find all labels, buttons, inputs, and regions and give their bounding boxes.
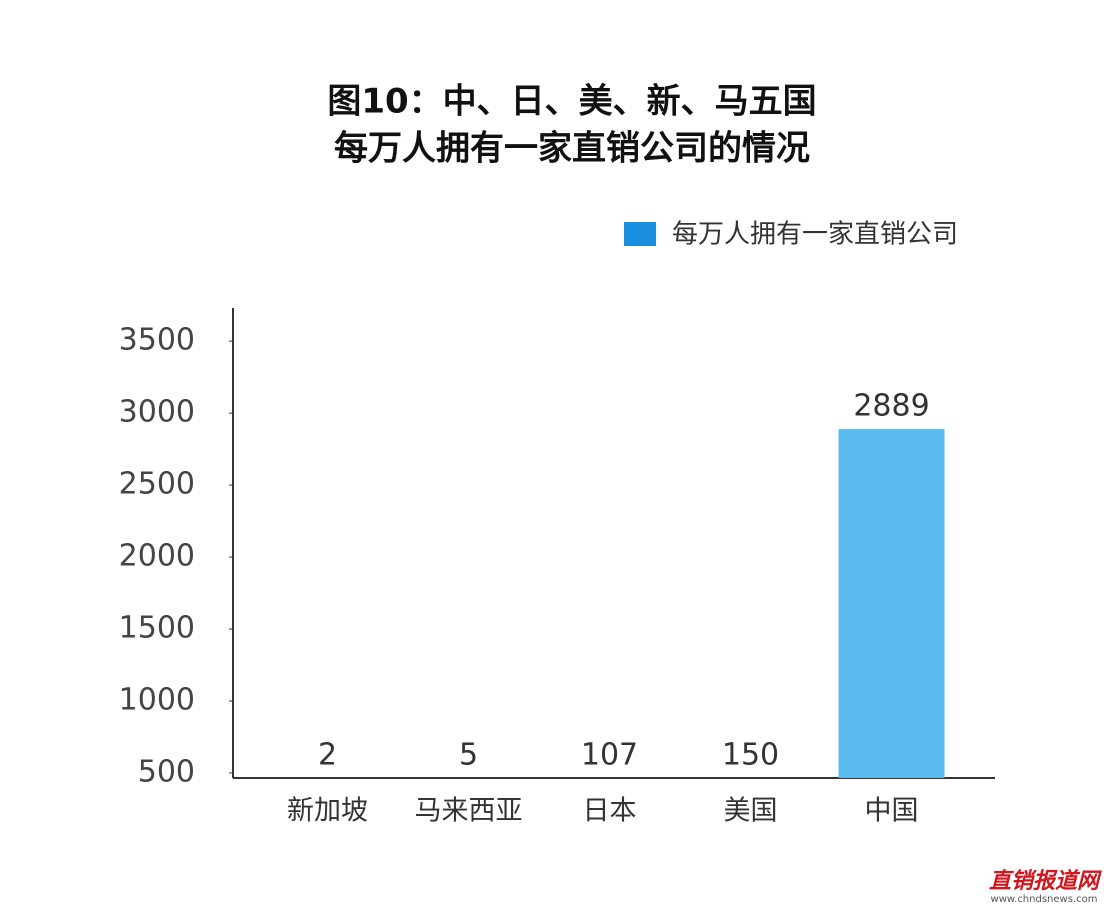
- chart-title: 每万人拥有一家直销公司的情况: [334, 129, 810, 169]
- x-tick-label: 马来西亚: [415, 796, 523, 827]
- value-label: 150: [722, 738, 779, 773]
- chart-title: 图10：中、日、美、新、马五国: [327, 82, 816, 122]
- value-label: 5: [459, 738, 478, 773]
- y-tick-label: 500: [138, 754, 195, 789]
- y-tick-label: 2000: [119, 539, 195, 574]
- y-tick-label: 2500: [119, 467, 195, 502]
- y-tick-label: 1500: [119, 611, 195, 646]
- watermark: 直销报道网: [989, 868, 1102, 894]
- value-label: 107: [581, 738, 638, 773]
- y-tick-label: 3000: [119, 395, 195, 430]
- y-tick-label: 1000: [119, 682, 195, 717]
- value-label: 2: [318, 738, 337, 773]
- value-label: 2889: [853, 389, 929, 424]
- watermark-url: www.chndsnews.com: [991, 894, 1098, 905]
- x-tick-label: 日本: [583, 796, 637, 827]
- y-tick-label: 3500: [119, 323, 195, 358]
- x-tick-label: 新加坡: [287, 796, 368, 827]
- bar: [838, 429, 945, 778]
- legend-swatch: [624, 222, 656, 246]
- x-tick-label: 美国: [724, 796, 778, 827]
- legend-label: 每万人拥有一家直销公司: [672, 220, 958, 250]
- plot-area: [838, 429, 945, 778]
- x-tick-label: 中国: [865, 796, 919, 827]
